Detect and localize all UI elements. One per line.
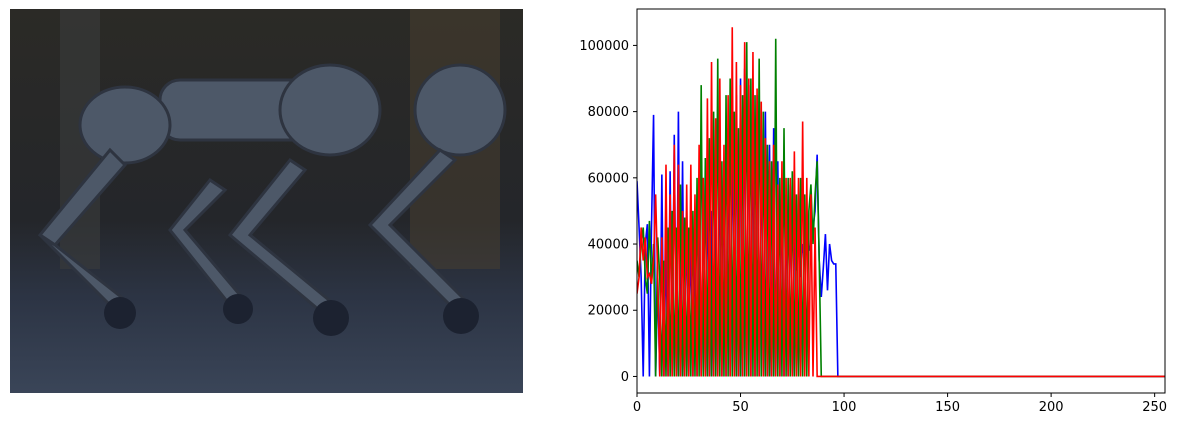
x-tick-label: 250: [1142, 400, 1167, 415]
y-tick-label: 60000: [588, 171, 629, 186]
x-tick-label: 0: [633, 400, 641, 415]
x-tick-label: 200: [1039, 400, 1064, 415]
x-tick-label: 50: [732, 400, 749, 415]
y-tick-label: 0: [621, 370, 629, 385]
x-tick-label: 150: [935, 400, 960, 415]
y-tick-label: 80000: [588, 105, 629, 120]
y-tick-label: 20000: [588, 304, 629, 319]
y-tick-label: 100000: [579, 39, 629, 54]
y-tick-label: 40000: [588, 238, 629, 253]
x-tick-label: 100: [832, 400, 857, 415]
axes-frame: [636, 8, 1166, 394]
photo: [10, 9, 523, 393]
series-line: [637, 27, 1165, 378]
